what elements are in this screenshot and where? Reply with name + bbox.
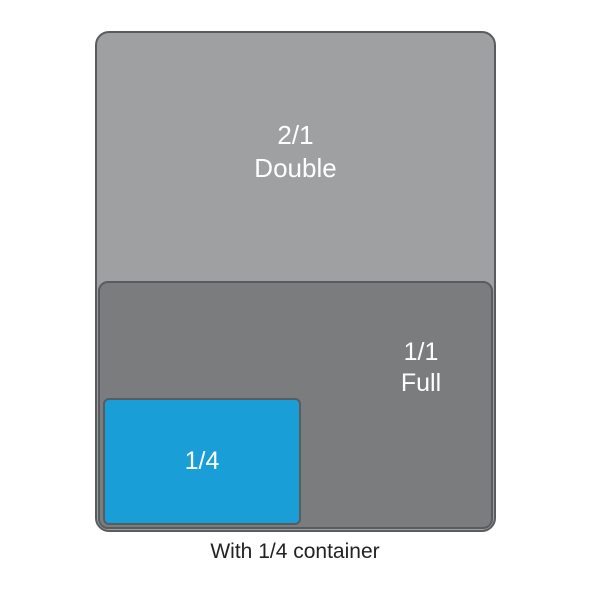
gastronorm-diagram: 2/1 Double 1/1 Full 1/4	[95, 31, 496, 532]
label-quarter: 1/4	[103, 446, 301, 477]
label-double-ratio: 2/1	[277, 120, 313, 150]
label-full-name: Full	[401, 369, 441, 397]
label-full: 1/1 Full	[361, 337, 481, 400]
label-full-ratio: 1/1	[404, 338, 439, 366]
caption: With 1/4 container	[0, 540, 590, 564]
label-double: 2/1 Double	[95, 119, 496, 184]
label-double-name: Double	[254, 153, 336, 183]
label-quarter-ratio: 1/4	[185, 447, 220, 475]
